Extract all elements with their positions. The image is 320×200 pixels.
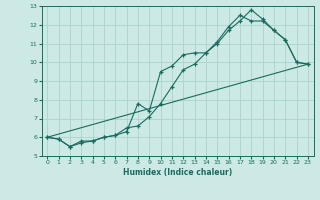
X-axis label: Humidex (Indice chaleur): Humidex (Indice chaleur) — [123, 168, 232, 177]
